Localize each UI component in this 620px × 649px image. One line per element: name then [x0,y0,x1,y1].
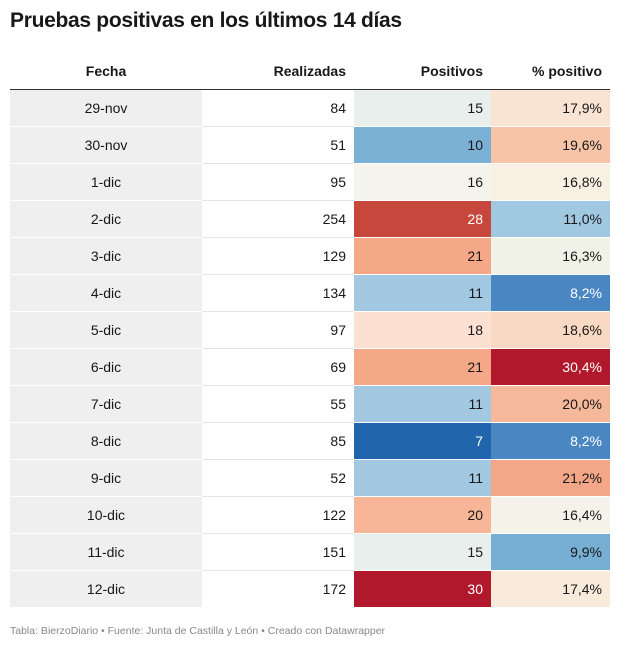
chart-title: Pruebas positivas en los últimos 14 días [10,9,402,32]
column-header-fecha[interactable]: Fecha [10,53,202,90]
cell-pct-positivo: 9,9% [491,533,610,571]
cell-pct-positivo: 16,4% [491,496,610,534]
table-row: 30-nov 51 10 19,6% [10,126,610,164]
cell-fecha: 30-nov [10,126,202,164]
cell-pct-positivo: 19,6% [491,126,610,164]
cell-realizadas: 84 [202,89,354,127]
cell-positivos: 20 [354,496,491,534]
cell-pct-positivo: 8,2% [491,274,610,312]
cell-positivos: 11 [354,385,491,423]
column-header-pct-positivo[interactable]: % positivo [491,53,610,90]
cell-fecha: 29-nov [10,89,202,127]
cell-positivos: 11 [354,274,491,312]
cell-pct-positivo: 30,4% [491,348,610,386]
cell-realizadas: 134 [202,274,354,312]
table-row: 6-dic 69 21 30,4% [10,348,610,386]
cell-realizadas: 122 [202,496,354,534]
source-footer: Tabla: BierzoDiario • Fuente: Junta de C… [10,625,386,637]
cell-pct-positivo: 20,0% [491,385,610,423]
table-row: 2-dic 254 28 11,0% [10,200,610,238]
cell-fecha: 3-dic [10,237,202,275]
cell-fecha: 4-dic [10,274,202,312]
table-row: 3-dic 129 21 16,3% [10,237,610,275]
data-table: Fecha Realizadas Positivos % positivo 29… [10,53,610,607]
cell-fecha: 10-dic [10,496,202,534]
cell-positivos: 30 [354,570,491,607]
cell-realizadas: 129 [202,237,354,275]
cell-positivos: 15 [354,89,491,127]
cell-pct-positivo: 17,4% [491,570,610,607]
cell-fecha: 8-dic [10,422,202,460]
cell-fecha: 2-dic [10,200,202,238]
header-row: Fecha Realizadas Positivos % positivo [10,53,610,90]
cell-realizadas: 254 [202,200,354,238]
cell-realizadas: 69 [202,348,354,386]
table-row: 5-dic 97 18 18,6% [10,311,610,349]
column-header-positivos[interactable]: Positivos [354,53,491,90]
cell-positivos: 21 [354,348,491,386]
table-row: 8-dic 85 7 8,2% [10,422,610,460]
cell-realizadas: 52 [202,459,354,497]
cell-pct-positivo: 16,8% [491,163,610,201]
cell-realizadas: 172 [322,581,346,597]
cell-realizadas: 95 [202,163,354,201]
cell-positivos: 28 [354,200,491,238]
cell-pct-positivo: 16,3% [491,237,610,275]
cell-fecha: 9-dic [10,459,202,497]
cell-positivos: 10 [354,126,491,164]
cell-fecha: 1-dic [10,163,202,201]
cell-fecha: 12-dic [10,570,202,607]
cell-pct-positivo: 21,2% [491,459,610,497]
cell-positivos: 15 [354,533,491,571]
table-row: 9-dic 52 11 21,2% [10,459,610,497]
cell-fecha: 6-dic [10,348,202,386]
table-body: 29-nov 84 15 17,9% 30-nov 51 10 19,6% 1-dic 95 16 1… [10,89,610,607]
cell-positivos: 11 [354,459,491,497]
cell-pct-positivo: 11,0% [491,200,610,238]
cell-realizadas: 85 [202,422,354,460]
cell-positivos: 18 [354,311,491,349]
cell-realizadas: 97 [202,311,354,349]
cell-pct-positivo: 18,6% [491,311,610,349]
column-header-realizadas[interactable]: Realizadas [202,53,354,90]
table-row: 4-dic 134 11 8,2% [10,274,610,312]
table-row: 12-dic 172 30 17,4% [10,570,610,607]
cell-fecha: 7-dic [10,385,202,423]
table-row: 7-dic 55 11 20,0% [10,385,610,423]
cell-positivos: 21 [354,237,491,275]
cell-realizadas: 151 [202,533,354,571]
cell-positivos: 7 [354,422,491,460]
cell-realizadas: 55 [202,385,354,423]
cell-fecha: 11-dic [10,533,202,571]
cell-pct-positivo: 8,2% [491,422,610,460]
table-row: 10-dic 122 20 16,4% [10,496,610,534]
cell-positivos: 16 [354,163,491,201]
table-row: 1-dic 95 16 16,8% [10,163,610,201]
cell-fecha: 5-dic [10,311,202,349]
table-row: 11-dic 151 15 9,9% [10,533,610,571]
cell-realizadas: 51 [202,126,354,164]
cell-pct-positivo: 17,9% [491,89,610,127]
table-row: 29-nov 84 15 17,9% [10,89,610,127]
